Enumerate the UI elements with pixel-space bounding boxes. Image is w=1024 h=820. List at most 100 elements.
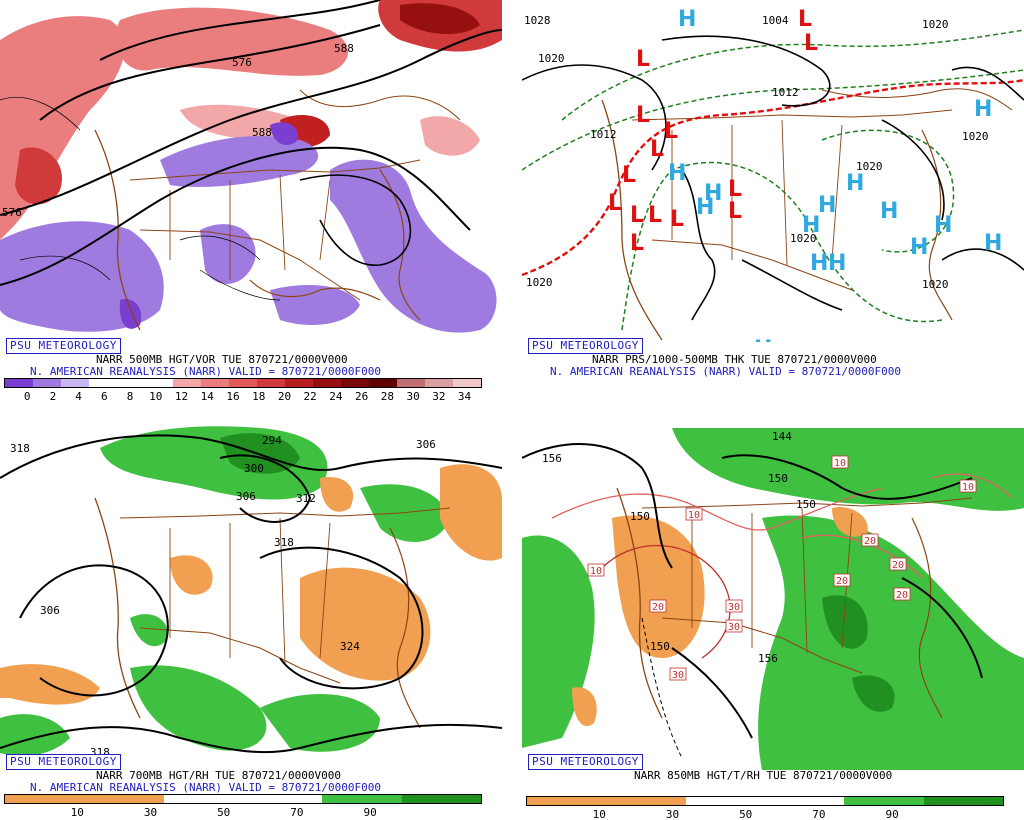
isobar-label: 1020 — [526, 276, 553, 289]
high-pressure-symbol: H — [802, 213, 820, 238]
colorbar-tick-label: 90 — [885, 808, 899, 820]
low-pressure-symbol: L — [798, 7, 812, 32]
high-pressure-symbol: H — [678, 7, 696, 32]
low-pressure-symbol: L — [622, 163, 636, 188]
isobar-label: 1020 — [922, 18, 949, 31]
isotherm-label: 20 — [836, 576, 848, 587]
contour-label: 312 — [296, 492, 316, 505]
colorbar-tick-label: 22 — [303, 390, 317, 402]
colorbar-swatch — [606, 797, 686, 805]
colorbar-tick-label: 10 — [149, 390, 163, 402]
rh-colorbar — [4, 794, 482, 804]
panel-prs-thk: 1028 1020 1004 1020 1012 1012 1020 1020 … — [522, 0, 1024, 402]
colorbar-tick-label: 34 — [457, 390, 472, 402]
colorbar-swatch — [764, 797, 845, 805]
high-pressure-symbol: H — [910, 235, 928, 260]
psu-meteorology-label: PSU METEOROLOGY — [6, 338, 121, 354]
vorticity-colorbar — [4, 378, 482, 388]
contour-label: 156 — [758, 652, 778, 665]
low-pressure-symbol: L — [636, 47, 650, 72]
colorbar-swatch — [201, 379, 229, 387]
isobar-label: 1012 — [590, 128, 617, 141]
contour-label: 576 — [2, 206, 22, 219]
colorbar-tick-label: 70 — [812, 808, 826, 820]
contour-label: 324 — [340, 640, 360, 653]
isotherm-label: 30 — [728, 602, 740, 613]
isobar-label: 1020 — [962, 130, 989, 143]
colorbar-swatch — [425, 379, 453, 387]
colorbar-swatch — [84, 795, 164, 803]
map-700mb: 318 294 300 306 306 312 318 306 324 318 — [0, 418, 502, 780]
colorbar-swatch — [685, 797, 765, 805]
contour-label: 306 — [236, 490, 256, 503]
high-pressure-symbol: H — [810, 251, 828, 276]
contour-label: 156 — [542, 452, 562, 465]
colorbar-tick-label: 32 — [432, 390, 446, 402]
rh-colorbar — [526, 796, 1004, 806]
colorbar-swatch — [257, 379, 285, 387]
colorbar-swatch — [163, 795, 243, 803]
isobar-label: 1004 — [762, 14, 789, 27]
high-pressure-symbol: H — [828, 251, 846, 276]
panel-subtitle: N. AMERICAN REANALYSIS (NARR) VALID = 87… — [30, 365, 381, 378]
colorbar-tick-label: 10 — [592, 808, 606, 820]
low-pressure-symbol: L — [630, 231, 644, 256]
high-pressure-symbol: H — [880, 199, 898, 224]
colorbar-swatch — [173, 379, 201, 387]
map-850mb: 156 150 144 150 150 156 150 10 10 10 20 … — [522, 418, 1024, 770]
colorbar-swatch — [117, 379, 145, 387]
psu-meteorology-label: PSU METEOROLOGY — [528, 754, 643, 770]
contour-label: 588 — [252, 126, 272, 139]
panel-subtitle: N. AMERICAN REANALYSIS (NARR) VALID = 87… — [30, 781, 381, 794]
panel-700mb-hgt-rh: 318 294 300 306 306 312 318 306 324 318 … — [0, 418, 502, 820]
panel-title: NARR 500MB HGT/VOR TUE 870721/0000V000 — [96, 353, 348, 366]
high-pressure-symbol: H — [984, 231, 1002, 256]
colorbar-swatch — [145, 379, 173, 387]
colorbar-tick-label: 4 — [75, 390, 82, 402]
high-pressure-symbol: H — [818, 193, 836, 218]
colorbar-tick-label: 16 — [226, 390, 240, 402]
contour-label: 318 — [10, 442, 30, 455]
contour-label: 306 — [416, 438, 436, 451]
colorbar-swatch — [229, 379, 257, 387]
low-pressure-symbol: L — [608, 191, 622, 216]
colorbar-swatch — [313, 379, 341, 387]
panel-title: NARR 850MB HGT/T/RH TUE 870721/0000V000 — [634, 769, 893, 782]
psu-meteorology-label: PSU METEOROLOGY — [6, 754, 121, 770]
isobar-label: 1012 — [772, 86, 799, 99]
colorbar-swatch — [397, 379, 425, 387]
colorbar-swatch — [453, 379, 481, 387]
colorbar-swatch — [33, 379, 61, 387]
isotherm-label: 30 — [672, 670, 684, 681]
colorbar-swatch — [5, 795, 85, 803]
colorbar-swatch — [285, 379, 313, 387]
isotherm-label: 20 — [864, 536, 876, 547]
colorbar-swatch — [322, 795, 402, 803]
contour-label: 306 — [40, 604, 60, 617]
colorbar-swatch — [401, 795, 481, 803]
low-pressure-symbol: L — [670, 207, 684, 232]
colorbar-tick-label: 30 — [406, 390, 420, 402]
colorbar-tick-label: 20 — [277, 390, 292, 402]
isobar-label: 1020 — [538, 52, 565, 65]
panel-title: NARR PRS/1000-500MB THK TUE 870721/0000V… — [592, 353, 877, 366]
panel-500mb-hgt-vor: 576 588 588 576 PSU METEOROLOGY NARR 500… — [0, 0, 502, 402]
contour-label: 300 — [244, 462, 264, 475]
isotherm-label: 10 — [962, 482, 974, 493]
colorbar-tick-label: 26 — [355, 390, 369, 402]
isotherm-label: 20 — [896, 590, 908, 601]
colorbar-swatch — [341, 379, 369, 387]
contour-label: 150 — [630, 510, 650, 523]
colorbar-swatch — [242, 795, 323, 803]
psu-meteorology-label: PSU METEOROLOGY — [528, 338, 643, 354]
colorbar-tick-label: 50 — [739, 808, 753, 820]
low-pressure-symbol: L — [648, 203, 662, 228]
colorbar-swatch — [923, 797, 1003, 805]
isobar-label: 1020 — [922, 278, 949, 291]
high-pressure-symbol: H — [754, 337, 772, 342]
colorbar-tick-label: 8 — [126, 390, 134, 402]
colorbar-tick-label: 70 — [290, 806, 304, 819]
low-pressure-symbol: L — [804, 31, 818, 56]
isobar-label: 1020 — [856, 160, 883, 173]
isotherm-label: 20 — [892, 560, 904, 571]
